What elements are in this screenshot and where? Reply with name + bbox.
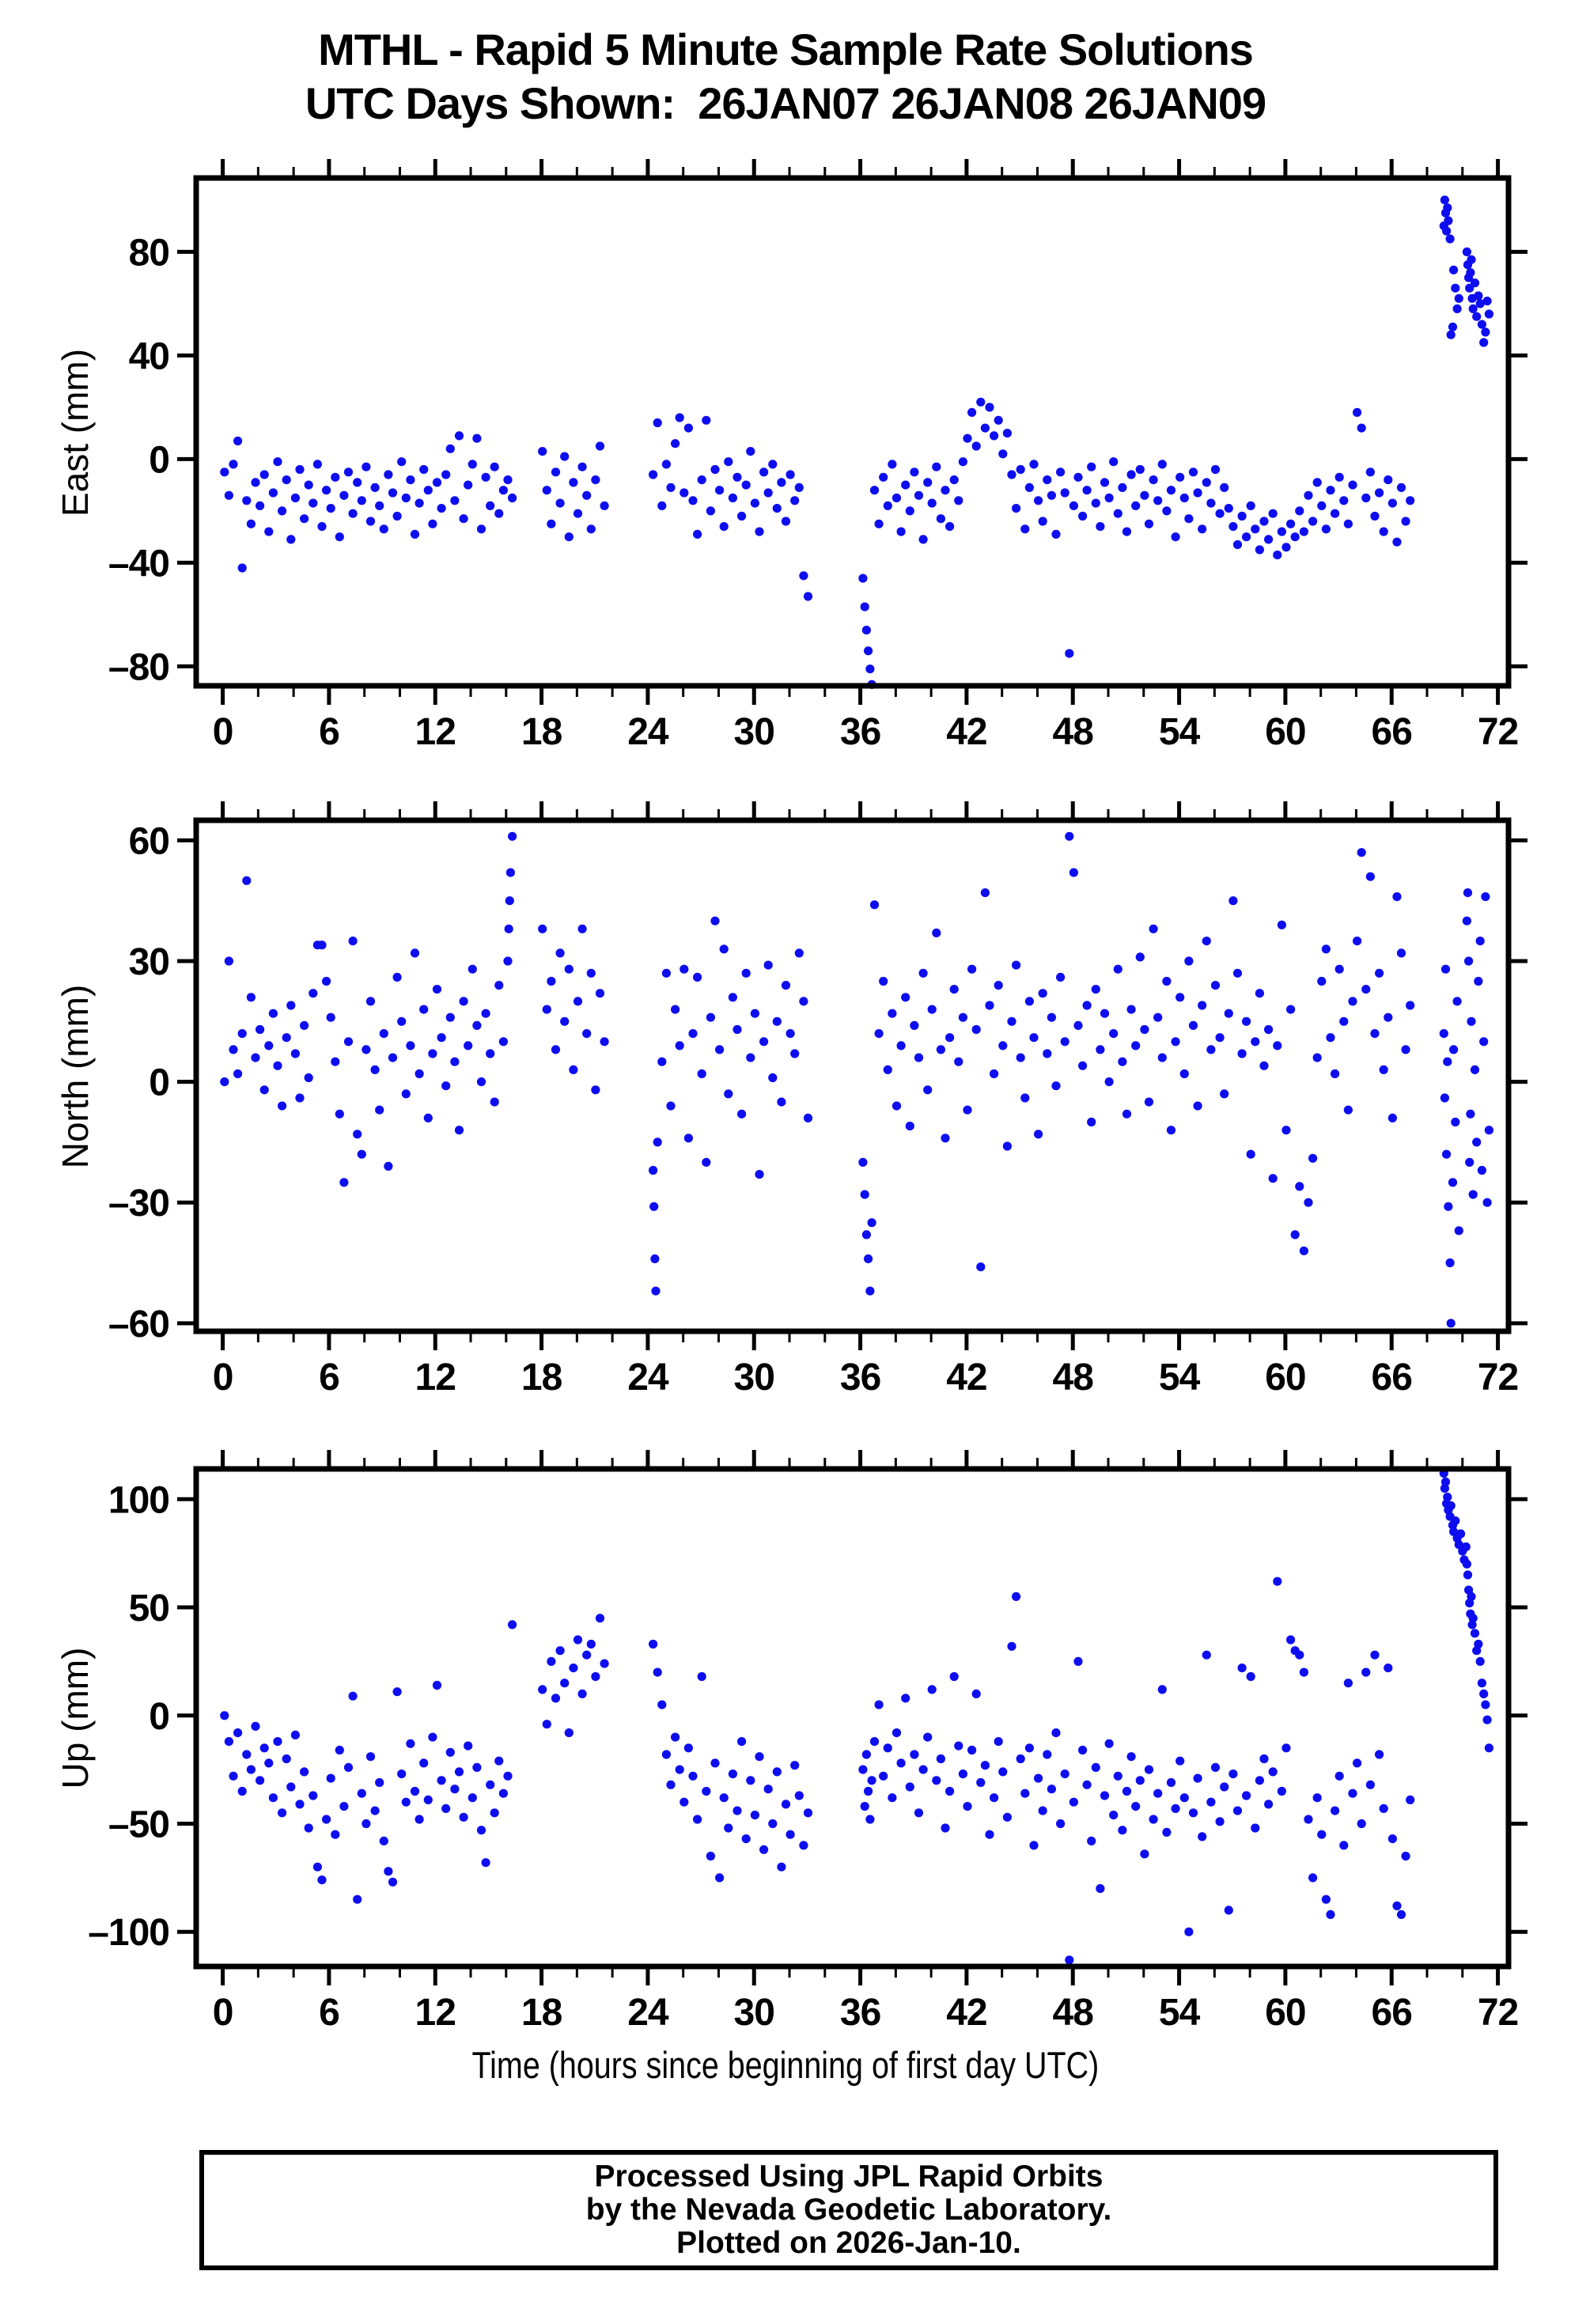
up-tick-labels: 0 6 12 18 24 30 36 42 48 54 60 66 72 –100 –50 0 50 100 <box>88 1479 1519 2034</box>
svg-text:54: 54 <box>1159 1992 1201 2034</box>
up-ticks <box>177 1450 1527 1985</box>
svg-text:72: 72 <box>1478 1992 1518 2034</box>
east-ticks <box>177 159 1527 705</box>
svg-text:80: 80 <box>129 232 169 274</box>
svg-text:–50: –50 <box>108 1804 169 1846</box>
north-frame <box>193 817 1512 1334</box>
north-ticks <box>177 801 1527 1350</box>
x-axis-title: Time (hours since beginning of first day… <box>471 2044 1100 2086</box>
svg-text:66: 66 <box>1372 711 1412 753</box>
svg-text:48: 48 <box>1053 711 1094 753</box>
north-y-axis-label: North (mm) <box>55 984 96 1169</box>
svg-text:36: 36 <box>840 711 880 753</box>
footer-line-3: Plotted on 2026-Jan-10. <box>676 2226 1021 2260</box>
svg-text:18: 18 <box>521 1992 562 2034</box>
east-plot: 0 6 12 18 24 30 36 42 48 54 60 66 72 –80 –40 0 40 80 <box>108 159 1527 753</box>
svg-text:–30: –30 <box>108 1183 169 1224</box>
svg-text:50: 50 <box>129 1588 169 1629</box>
svg-text:54: 54 <box>1159 711 1201 753</box>
svg-text:0: 0 <box>213 1357 233 1399</box>
svg-text:0: 0 <box>149 1062 169 1104</box>
footer-box: Processed Using JPL Rapid Orbits by the … <box>199 2150 1498 2270</box>
svg-text:42: 42 <box>946 1992 986 2034</box>
svg-text:30: 30 <box>734 711 774 753</box>
svg-text:54: 54 <box>1159 1357 1201 1399</box>
svg-text:42: 42 <box>946 711 986 753</box>
svg-text:–60: –60 <box>108 1304 169 1346</box>
svg-text:36: 36 <box>840 1992 880 2034</box>
north-scatter-points <box>220 831 1493 1328</box>
svg-text:18: 18 <box>521 711 562 753</box>
east-tick-labels: 0 6 12 18 24 30 36 42 48 54 60 66 72 –80 –40 0 40 80 <box>108 232 1519 753</box>
x-axis-title-wrap: Time (hours since beginning of first day… <box>0 2043 1571 2087</box>
svg-text:60: 60 <box>129 820 169 862</box>
svg-text:–40: –40 <box>108 543 169 585</box>
svg-text:0: 0 <box>149 439 169 481</box>
svg-text:18: 18 <box>521 1357 562 1399</box>
svg-text:24: 24 <box>627 1357 669 1399</box>
svg-text:72: 72 <box>1478 711 1518 753</box>
svg-text:30: 30 <box>129 941 169 983</box>
svg-text:24: 24 <box>627 1992 669 2034</box>
svg-text:72: 72 <box>1478 1357 1518 1399</box>
svg-text:42: 42 <box>946 1357 986 1399</box>
east-scatter-points <box>220 195 1493 690</box>
svg-text:60: 60 <box>1265 1992 1305 2034</box>
up-scatter-points <box>220 1468 1493 1965</box>
svg-text:6: 6 <box>319 711 339 753</box>
north-tick-labels: 0 6 12 18 24 30 36 42 48 54 60 66 72 –60 –30 0 30 60 <box>108 820 1519 1399</box>
east-frame <box>193 175 1512 689</box>
svg-text:0: 0 <box>213 711 233 753</box>
footer-line-2: by the Nevada Geodetic Laboratory. <box>585 2193 1112 2227</box>
svg-text:66: 66 <box>1372 1357 1412 1399</box>
svg-text:12: 12 <box>415 711 456 753</box>
up-frame <box>193 1466 1512 1970</box>
svg-text:40: 40 <box>129 335 169 377</box>
up-plot: 0 6 12 18 24 30 36 42 48 54 60 66 72 –100 –50 0 50 100 <box>88 1450 1527 2034</box>
svg-text:100: 100 <box>108 1479 169 1521</box>
svg-text:66: 66 <box>1372 1992 1412 2034</box>
svg-text:36: 36 <box>840 1357 880 1399</box>
svg-text:12: 12 <box>415 1357 456 1399</box>
svg-text:12: 12 <box>415 1992 456 2034</box>
chart-title: MTHL - Rapid 5 Minute Sample Rate Soluti… <box>318 25 1254 74</box>
svg-text:–100: –100 <box>88 1912 169 1954</box>
svg-text:0: 0 <box>213 1992 233 2034</box>
svg-text:6: 6 <box>319 1992 339 2034</box>
up-y-axis-label: Up (mm) <box>55 1647 96 1789</box>
svg-text:30: 30 <box>734 1992 774 2034</box>
svg-text:60: 60 <box>1265 711 1305 753</box>
svg-text:60: 60 <box>1265 1357 1305 1399</box>
chart-subtitle: UTC Days Shown: 26JAN07 26JAN08 26JAN09 <box>305 78 1266 128</box>
north-plot: 0 6 12 18 24 30 36 42 48 54 60 66 72 –60 –30 0 30 60 <box>108 801 1527 1399</box>
svg-text:0: 0 <box>149 1696 169 1738</box>
svg-text:30: 30 <box>734 1357 774 1399</box>
svg-text:24: 24 <box>627 711 669 753</box>
footer-line-1: Processed Using JPL Rapid Orbits <box>594 2159 1103 2193</box>
svg-text:48: 48 <box>1053 1992 1094 2034</box>
svg-text:48: 48 <box>1053 1357 1094 1399</box>
east-y-axis-label: East (mm) <box>55 348 96 517</box>
svg-text:–80: –80 <box>108 646 169 688</box>
svg-text:6: 6 <box>319 1357 339 1399</box>
